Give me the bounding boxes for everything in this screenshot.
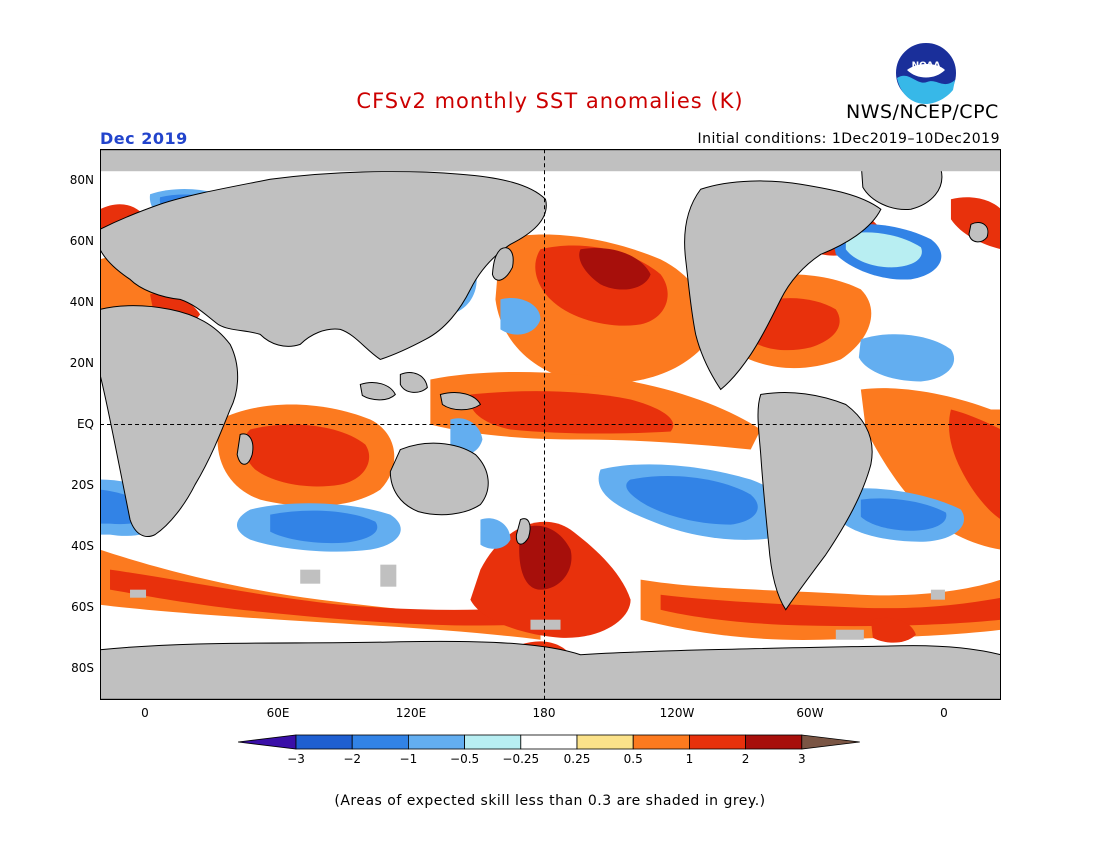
colorbar-segment xyxy=(632,734,690,750)
antarctica xyxy=(100,640,1001,700)
colorbar-tick-label: −3 xyxy=(287,752,305,766)
colorbar-tick-label: −0.5 xyxy=(450,752,480,766)
colorbar-segment xyxy=(464,734,522,750)
lon-tick-label: 120W xyxy=(659,706,695,720)
lon-tick-label: 180 xyxy=(532,706,556,720)
colorbar-tick-label: 1 xyxy=(685,752,694,766)
lat-tick-label: EQ xyxy=(76,417,94,431)
noaa-logo: NOAA xyxy=(894,41,958,105)
africa xyxy=(100,305,239,537)
indonesia xyxy=(359,382,396,401)
colorbar-tick-label: −2 xyxy=(343,752,362,766)
colorbar-segment xyxy=(407,734,465,750)
colorbar-tick-label: 2 xyxy=(741,752,750,766)
colorbar-tick-label: 3 xyxy=(797,752,806,766)
lon-tick-label: 0 xyxy=(141,706,149,720)
lat-tick-label: 20S xyxy=(71,478,94,492)
colorbar-tick-label: 0.5 xyxy=(623,752,643,766)
noaa-logo-text: NOAA xyxy=(912,61,941,71)
lat-tick-label: 40N xyxy=(69,295,94,309)
organization-label: NWS/NCEP/CPC xyxy=(846,101,999,123)
lat-tick-label: 80N xyxy=(69,173,94,187)
colorbar-max-arrow xyxy=(801,734,860,750)
chart-title: CFSv2 monthly SST anomalies (K) xyxy=(356,89,744,113)
colorbar-segment xyxy=(688,734,746,750)
lat-tick-label: 60S xyxy=(71,600,94,614)
colorbar-segment xyxy=(295,734,353,750)
colorbar-segment xyxy=(351,734,409,750)
lat-tick-label: 60N xyxy=(69,234,94,248)
lat-tick-label: 80S xyxy=(71,661,94,675)
lon-tick-label: 120E xyxy=(395,706,427,720)
colorbar-tick-label: 0.25 xyxy=(563,752,591,766)
land-masses xyxy=(100,156,1001,700)
australia xyxy=(389,442,489,516)
japan xyxy=(491,247,514,281)
initial-conditions-label: Initial conditions: 1Dec2019–10Dec2019 xyxy=(697,131,1000,147)
madagascar xyxy=(236,433,254,465)
south-america xyxy=(757,392,873,611)
uk xyxy=(968,222,989,243)
north-america xyxy=(684,180,882,391)
sst-anomaly-map xyxy=(100,149,1001,700)
lon-tick-label: 60E xyxy=(266,706,290,720)
lon-tick-label: 0 xyxy=(940,706,948,720)
new-zealand xyxy=(515,518,531,545)
colorbar-tick-label: −1 xyxy=(399,752,418,766)
map-frame xyxy=(100,149,1001,700)
lat-tick-label: 40S xyxy=(71,539,94,553)
colorbar-segment xyxy=(576,734,634,750)
colorbar-segment xyxy=(520,734,578,750)
footnote: (Areas of expected skill less than 0.3 a… xyxy=(334,793,766,809)
colorbar-min-arrow xyxy=(238,734,297,750)
month-label: Dec 2019 xyxy=(100,129,188,148)
colorbar-tick-label: −0.25 xyxy=(502,752,540,766)
lat-tick-label: 20N xyxy=(69,356,94,370)
colorbar xyxy=(238,734,860,750)
colorbar-segment xyxy=(745,734,803,750)
borneo xyxy=(399,372,428,393)
eurasia xyxy=(100,170,547,360)
lon-tick-label: 60W xyxy=(796,706,824,720)
low-skill-mask xyxy=(100,149,1001,640)
new-guinea xyxy=(439,392,482,411)
